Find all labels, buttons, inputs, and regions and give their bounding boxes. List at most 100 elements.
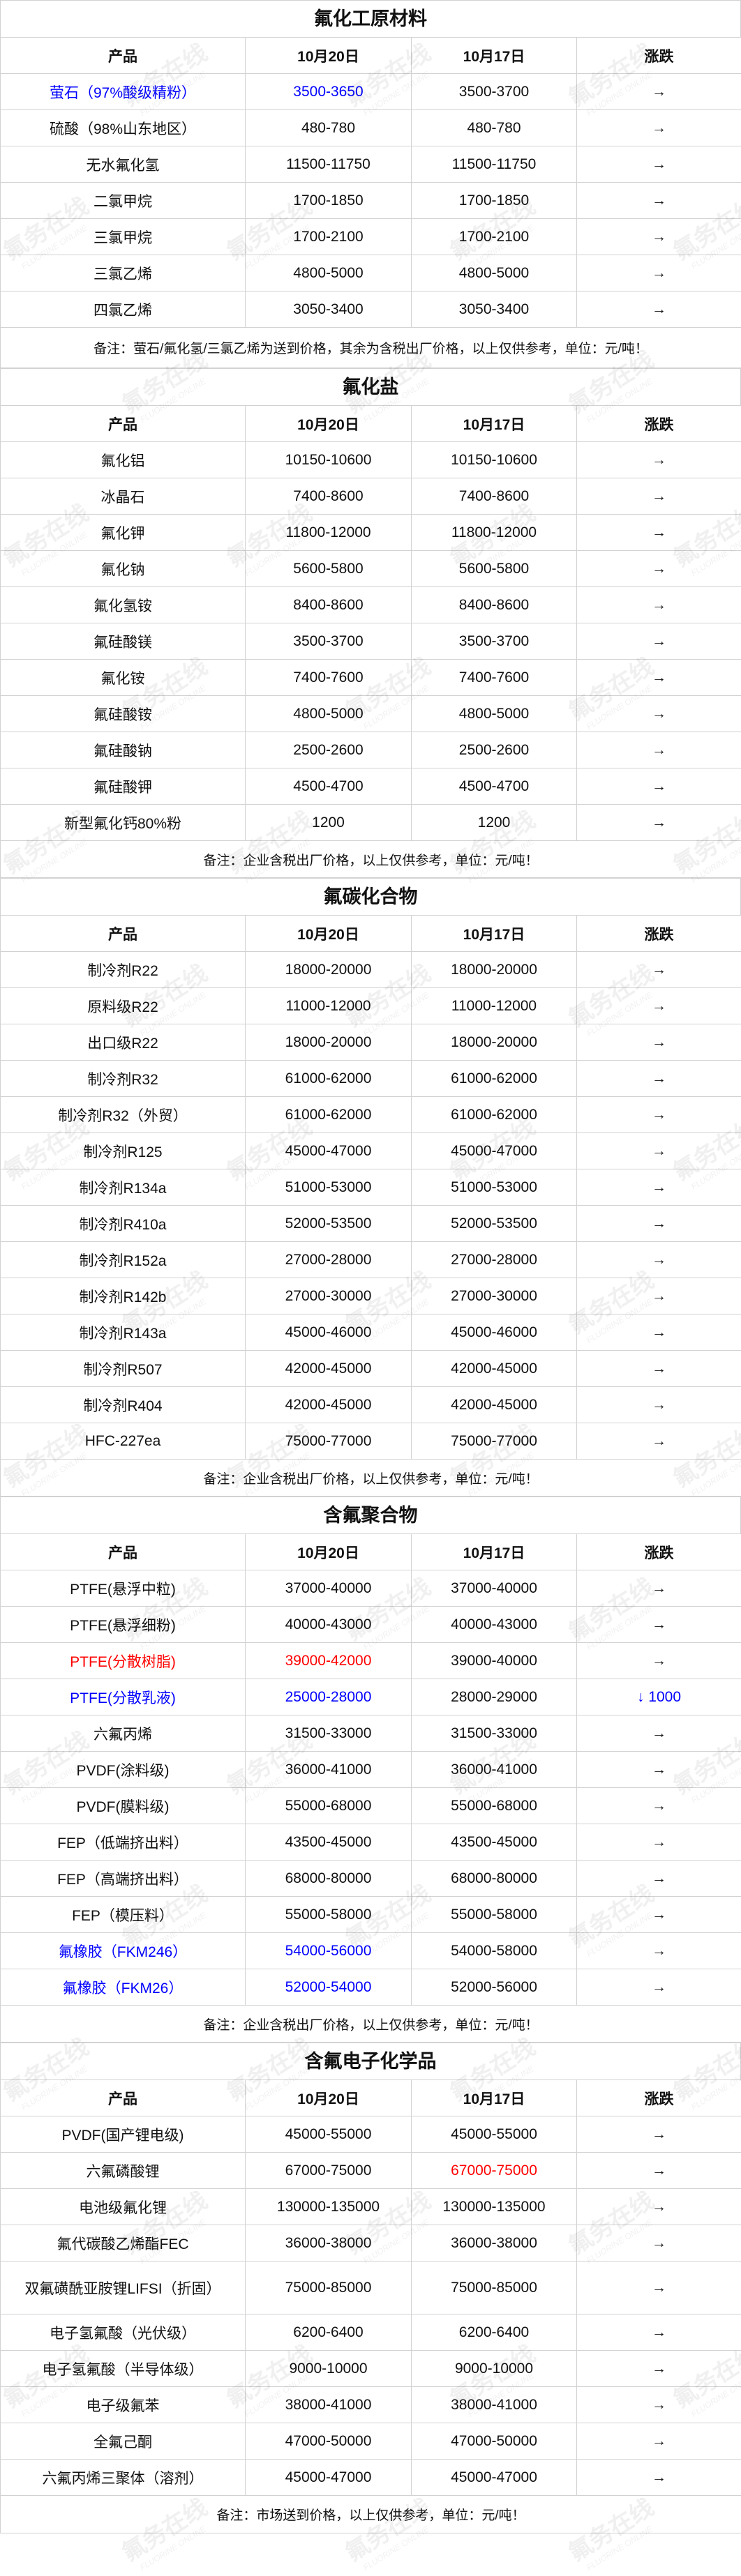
header-change: 涨跌 [577, 2080, 741, 2116]
product-cell: HFC-227ea [1, 1423, 246, 1460]
product-cell: 氟硅酸镁 [1, 623, 246, 660]
change-cell: → [577, 1061, 741, 1097]
current-price-cell: 1700-2100 [246, 219, 412, 255]
change-cell: → [577, 478, 741, 515]
header-product: 产品 [1, 406, 246, 442]
previous-price-cell: 11000-12000 [412, 988, 577, 1024]
product-cell: 六氟磷酸锂 [1, 2153, 246, 2189]
previous-price-cell: 45000-46000 [412, 1314, 577, 1351]
header-previous-date: 10月17日 [412, 1534, 577, 1570]
current-price-cell: 45000-47000 [246, 1133, 412, 1169]
current-price-cell: 51000-53000 [246, 1169, 412, 1206]
product-cell: 制冷剂R32（外贸） [1, 1097, 246, 1133]
change-cell: → [577, 110, 741, 146]
current-price-cell: 45000-46000 [246, 1314, 412, 1351]
current-price-cell: 4500-4700 [246, 768, 412, 805]
previous-price-cell: 1200 [412, 805, 577, 841]
previous-price-cell: 5600-5800 [412, 551, 577, 587]
previous-price-cell: 39000-40000 [412, 1643, 577, 1679]
change-cell: → [577, 1169, 741, 1206]
note-row: 备注：市场送到价格，以上仅供参考，单位：元/吨！ [1, 2496, 741, 2533]
change-cell: → [577, 1024, 741, 1061]
change-cell: → [577, 1933, 741, 1969]
current-price-cell: 55000-58000 [246, 1897, 412, 1933]
header-change: 涨跌 [577, 1534, 741, 1570]
previous-price-cell: 480-780 [412, 110, 577, 146]
header-product: 产品 [1, 1534, 246, 1570]
previous-price-cell: 40000-43000 [412, 1607, 577, 1643]
product-cell: 氟化钾 [1, 515, 246, 551]
current-price-cell: 39000-42000 [246, 1643, 412, 1679]
product-cell: 二氯甲烷 [1, 183, 246, 219]
section-note: 备注：市场送到价格，以上仅供参考，单位：元/吨！ [1, 2496, 741, 2533]
product-cell: 氟化铝 [1, 442, 246, 478]
product-cell: 制冷剂R134a [1, 1169, 246, 1206]
current-price-cell: 9000-10000 [246, 2351, 412, 2387]
current-price-cell: 47000-50000 [246, 2423, 412, 2460]
product-cell: 出口级R22 [1, 1024, 246, 1061]
product-cell: 萤石（97%酸级精粉） [1, 74, 246, 110]
current-price-cell: 1200 [246, 805, 412, 841]
product-cell: 氟化氢铵 [1, 587, 246, 623]
current-price-cell: 75000-77000 [246, 1423, 412, 1460]
current-price-cell: 68000-80000 [246, 1861, 412, 1897]
current-price-cell: 11500-11750 [246, 146, 412, 183]
header-product: 产品 [1, 2080, 246, 2116]
change-cell: → [577, 1643, 741, 1679]
previous-price-cell: 27000-30000 [412, 1278, 577, 1314]
product-cell: 电池级氟化锂 [1, 2189, 246, 2225]
product-cell: 制冷剂R507 [1, 1351, 246, 1387]
product-cell: PTFE(悬浮中粒) [1, 1570, 246, 1607]
current-price-cell: 3050-3400 [246, 291, 412, 328]
change-cell: → [577, 2225, 741, 2261]
change-cell: → [577, 1607, 741, 1643]
header-change: 涨跌 [577, 406, 741, 442]
product-cell: 三氯乙烯 [1, 255, 246, 291]
previous-price-cell: 55000-58000 [412, 1897, 577, 1933]
change-cell: → [577, 1278, 741, 1314]
change-cell: → [577, 1715, 741, 1752]
change-cell: → [577, 2351, 741, 2387]
current-price-cell: 4800-5000 [246, 696, 412, 732]
change-cell: → [577, 1861, 741, 1897]
current-price-cell: 67000-75000 [246, 2153, 412, 2189]
section-title: 氟碳化合物 [0, 878, 741, 915]
previous-price-cell: 1700-2100 [412, 219, 577, 255]
current-price-cell: 31500-33000 [246, 1715, 412, 1752]
change-cell: → [577, 551, 741, 587]
section-note: 备注：企业含税出厂价格，以上仅供参考，单位：元/吨！ [1, 1460, 741, 1497]
product-cell: PVDF(膜料级) [1, 1788, 246, 1824]
change-cell: → [577, 291, 741, 328]
product-cell: 氟化铵 [1, 660, 246, 696]
previous-price-cell: 36000-41000 [412, 1752, 577, 1788]
change-cell: → [577, 219, 741, 255]
header-current-date: 10月20日 [246, 2080, 412, 2116]
product-cell: 制冷剂R152a [1, 1242, 246, 1278]
current-price-cell: 42000-45000 [246, 1387, 412, 1423]
current-price-cell: 36000-38000 [246, 2225, 412, 2261]
change-cell: → [577, 1824, 741, 1861]
change-cell: → [577, 1423, 741, 1460]
current-price-cell: 38000-41000 [246, 2387, 412, 2423]
product-cell: 六氟丙烯 [1, 1715, 246, 1752]
header-current-date: 10月20日 [246, 916, 412, 952]
product-cell: 氟橡胶（FKM246） [1, 1933, 246, 1969]
